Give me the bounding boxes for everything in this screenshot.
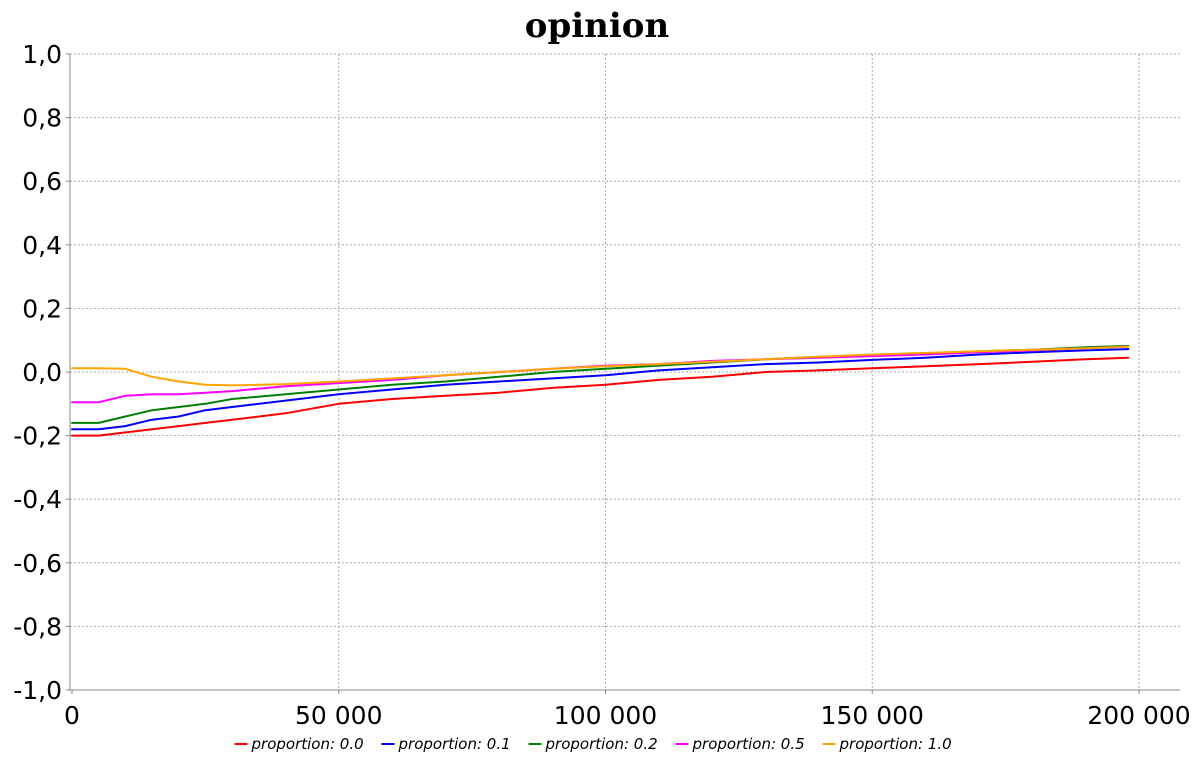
- grid: [66, 53, 1180, 694]
- y-tick-label: -0,8: [13, 612, 62, 641]
- y-tick-label: 0,6: [22, 167, 62, 196]
- y-tick-label: -0,6: [13, 549, 62, 578]
- legend-label-1: proportion: 0.1: [398, 735, 511, 753]
- legend-label-3: proportion: 0.5: [692, 735, 805, 753]
- legend-label-4: proportion: 1.0: [839, 735, 952, 753]
- y-tick-label: 0,0: [22, 358, 62, 387]
- plot-area: [66, 53, 1180, 694]
- y-tick-label: 0,2: [22, 294, 62, 323]
- x-tick-label: 50 000: [295, 701, 382, 730]
- plot-background: [70, 54, 1180, 690]
- axes: [69, 54, 1180, 691]
- legend-label-2: proportion: 0.2: [545, 735, 658, 753]
- legend-label-0: proportion: 0.0: [251, 735, 364, 753]
- y-tick-label: 1,0: [22, 40, 62, 69]
- y-tick-label: 0,4: [22, 231, 62, 260]
- x-tick-label: 150 000: [821, 701, 924, 730]
- x-tick-label: 100 000: [554, 701, 657, 730]
- series-line-0: [71, 356, 1130, 437]
- legend: proportion: 0.0 proportion: 0.1 proportion…: [234, 735, 952, 753]
- series-line-1: [71, 348, 1130, 431]
- y-tick-label: -0,2: [13, 422, 62, 451]
- series-line-4: [71, 345, 1130, 387]
- chart-title: opinion: [525, 6, 669, 46]
- x-tick-label: 0: [64, 701, 80, 730]
- x-tick-label: 200 000: [1087, 701, 1190, 730]
- y-tick-label: -1,0: [13, 676, 62, 705]
- x-axis-ticks: 0 50 000 100 000 150 000 200 000: [64, 701, 1191, 730]
- y-axis-ticks: 1,0 0,8 0,6 0,4 0,2 0,0 -0,2 -0,4 -0,6 -0,8 -1,0: [13, 40, 62, 705]
- y-tick-label: -0,4: [13, 485, 62, 514]
- series-lines: [71, 344, 1130, 437]
- y-tick-label: 0,8: [22, 104, 62, 133]
